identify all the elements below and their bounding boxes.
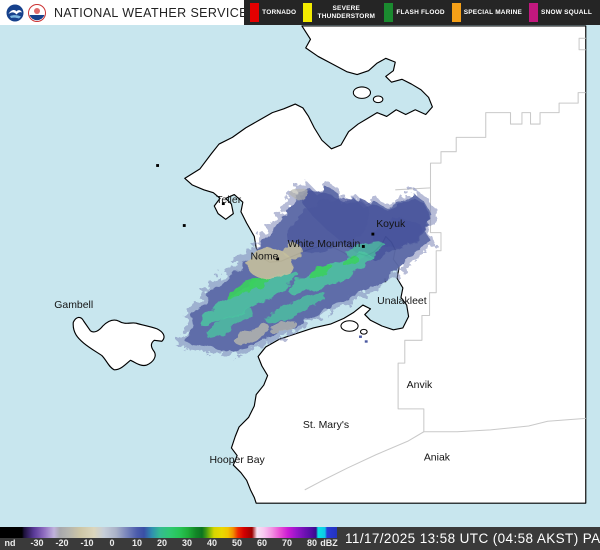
legend-item-snow-squall: SNOW SQUALL [529, 0, 592, 25]
special-marine-swatch [451, 3, 461, 22]
colorbar-gradient [0, 527, 337, 538]
tornado-label: TORNADO [262, 8, 297, 16]
flash-flood-label: FLASH FLOOD [396, 8, 445, 16]
noaa-logo-icon [6, 4, 24, 21]
header: NATIONAL WEATHER SERVICE TORNADO SEVERE … [0, 0, 600, 25]
legend-item-severe-thunderstorm: SEVERE THUNDERSTORM [303, 0, 377, 25]
town-label-teller: Teller [216, 195, 242, 206]
tick-40: 40 [206, 538, 218, 548]
echo-speck [364, 340, 368, 343]
town-label-anvik: Anvik [407, 380, 433, 391]
colorbar-ticks: nd -30 -20 -10 0 10 20 30 40 50 60 70 80… [0, 538, 338, 550]
tick-n30: -30 [30, 538, 44, 548]
town-label-koyuk: Koyuk [376, 219, 406, 230]
king-island [156, 164, 160, 167]
town-label-hooper-bay: Hooper Bay [210, 455, 266, 466]
town-labels: Teller Nome White Mountain Koyuk Unalakl… [54, 195, 451, 466]
town-label-white-mountain: White Mountain [288, 239, 361, 250]
stuart-island [340, 320, 359, 332]
tick-10: 10 [131, 538, 143, 548]
snow-squall-label: SNOW SQUALL [541, 8, 592, 16]
town-label-st-marys: St. Mary's [303, 420, 349, 431]
nws-logo-icon [28, 3, 46, 22]
tornado-swatch [250, 3, 260, 22]
map-canvas[interactable]: Teller Nome White Mountain Koyuk Unalakl… [0, 25, 600, 527]
tick-50: 50 [231, 538, 243, 548]
tick-n10: -10 [80, 538, 94, 548]
reflectivity-colorbar: nd -30 -20 -10 0 10 20 30 40 50 60 70 80… [0, 527, 338, 550]
town-label-unalakleet: Unalakleet [377, 296, 427, 307]
app-title: NATIONAL WEATHER SERVICE [54, 5, 248, 20]
bottom-bar: nd -30 -20 -10 0 10 20 30 40 50 60 70 80… [0, 527, 600, 550]
town-label-nome: Nome [250, 251, 278, 262]
tick-n20: -20 [55, 538, 69, 548]
special-marine-label: SPECIAL MARINE [463, 8, 523, 16]
radar-echo-layer [176, 180, 440, 356]
legend-item-special-marine: SPECIAL MARINE [451, 0, 523, 25]
zone-boundaries [304, 37, 586, 491]
st-lawrence-island [72, 316, 165, 371]
radar-map[interactable]: Teller Nome White Mountain Koyuk Unalakl… [0, 25, 600, 527]
bay-islet [372, 95, 384, 104]
sledge-island [182, 224, 186, 227]
severe-thunderstorm-swatch [303, 3, 313, 22]
warning-legend: TORNADO SEVERE THUNDERSTORM FLASH FLOOD … [244, 0, 600, 25]
tick-0: 0 [109, 538, 115, 548]
tick-60: 60 [256, 538, 268, 548]
tick-dbz: dBZ [320, 538, 338, 548]
severe-thunderstorm-label: SEVERE THUNDERSTORM [317, 5, 376, 20]
timestamp: 11/17/2025 13:58 UTC (04:58 AKST) PAEC [345, 531, 600, 546]
legend-item-flash-flood: FLASH FLOOD [384, 0, 445, 25]
tick-70: 70 [281, 538, 293, 548]
town-label-aniak: Aniak [424, 452, 451, 463]
tick-30: 30 [181, 538, 193, 548]
mainland-coastline [184, 25, 587, 504]
bay-island [352, 86, 372, 99]
tick-20: 20 [156, 538, 168, 548]
town-markers [221, 202, 375, 261]
flash-flood-swatch [384, 3, 394, 22]
logo-group [0, 3, 46, 22]
town-label-gambell: Gambell [54, 300, 93, 311]
snow-squall-swatch [529, 3, 539, 22]
stuart-islet [359, 328, 368, 335]
tick-nd: nd [4, 538, 16, 548]
legend-item-tornado: TORNADO [250, 0, 296, 25]
echo-speck [359, 335, 362, 338]
tick-80: 80 [306, 538, 318, 548]
